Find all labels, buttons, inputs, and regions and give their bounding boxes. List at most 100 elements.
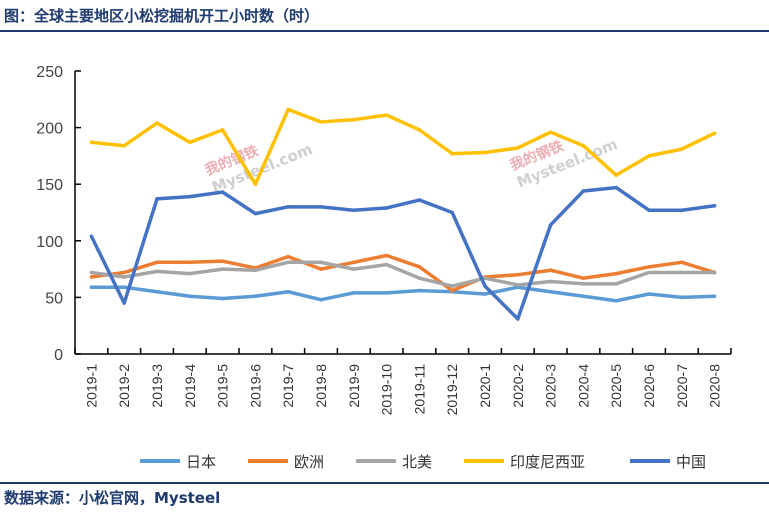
x-tick-label: 2019-8 (313, 364, 329, 408)
data-point (352, 260, 356, 265)
data-point (450, 210, 455, 215)
data-point (188, 194, 192, 199)
data-point (516, 283, 520, 287)
data-point (614, 185, 618, 190)
data-point (352, 267, 356, 271)
y-tick-label: 150 (36, 177, 63, 194)
data-point (483, 284, 487, 288)
data-point (680, 208, 684, 213)
data-point (286, 107, 291, 112)
x-tick-label: 2019-6 (247, 364, 263, 408)
data-point (483, 150, 487, 155)
data-point (89, 285, 94, 290)
data-point (680, 147, 684, 151)
x-tick-label: 2020-6 (641, 364, 657, 408)
x-tick-label: 2019-7 (280, 364, 296, 408)
x-tick-label: 2020-2 (510, 364, 526, 408)
data-point (188, 140, 192, 145)
data-point (581, 282, 586, 286)
data-point (220, 128, 225, 132)
data-point (548, 268, 553, 273)
x-tick-label: 2020-1 (477, 364, 493, 408)
x-tick-label: 2019-12 (444, 364, 460, 416)
x-tick-label: 2020-3 (543, 364, 559, 408)
data-point (319, 267, 323, 271)
series-line-2 (91, 260, 715, 288)
data-point (89, 275, 94, 279)
data-point (319, 297, 323, 302)
data-point (89, 270, 94, 275)
data-point (614, 282, 618, 286)
data-point (548, 223, 553, 227)
x-tick-label: 2019-10 (379, 364, 395, 416)
series-line-1 (91, 253, 716, 293)
data-point (581, 143, 586, 148)
data-point (417, 128, 422, 132)
data-point (548, 130, 553, 134)
data-point (122, 285, 126, 290)
legend-label: 欧洲 (294, 453, 324, 471)
data-point (417, 288, 422, 293)
source-divider (0, 482, 769, 484)
data-point (155, 121, 159, 125)
data-point (450, 284, 455, 288)
data-point (712, 270, 717, 275)
data-point (122, 275, 126, 279)
series-line-3 (91, 107, 716, 186)
legend-label: 印度尼西亚 (510, 453, 585, 471)
x-tick-label: 2019-1 (83, 364, 99, 408)
data-point (319, 120, 323, 124)
data-point (614, 271, 618, 276)
data-point (352, 208, 356, 213)
data-point (614, 173, 618, 177)
data-point (188, 294, 192, 299)
data-point (155, 289, 159, 294)
x-tick-label: 2020-5 (608, 364, 624, 408)
data-point (483, 292, 487, 296)
x-tick-label: 2019-5 (215, 364, 231, 408)
x-tick-label: 2019-4 (182, 364, 198, 408)
data-point (680, 295, 684, 300)
data-point (253, 211, 258, 216)
data-point (417, 198, 422, 202)
data-point (647, 270, 651, 275)
title-divider (0, 30, 769, 32)
data-point (450, 288, 455, 293)
data-point (352, 117, 356, 122)
data-point (220, 296, 225, 301)
data-point (220, 190, 225, 194)
data-point (384, 291, 389, 295)
data-point (286, 205, 291, 209)
y-tick-label: 100 (36, 234, 63, 251)
data-point (286, 254, 291, 259)
data-point (614, 298, 618, 303)
data-point (712, 203, 717, 208)
data-point (155, 269, 159, 274)
data-point (286, 260, 291, 265)
data-point (155, 197, 159, 201)
data-point (188, 271, 192, 276)
x-tick-label: 2020-4 (575, 364, 591, 408)
chart-title: 图：全球主要地区小松挖掘机开工小时数（时） (4, 7, 320, 25)
data-point (188, 260, 192, 265)
data-point (647, 208, 651, 213)
data-point (680, 270, 684, 275)
x-tick-label: 2019-3 (149, 364, 165, 408)
data-point (352, 291, 356, 295)
data-point (712, 131, 717, 136)
x-tick-label: 2019-2 (116, 364, 132, 408)
data-point (122, 301, 126, 305)
data-point (647, 154, 651, 158)
data-point (89, 140, 94, 145)
x-tick-label: 2020-7 (674, 364, 690, 408)
data-point (122, 270, 126, 275)
data-point (450, 151, 455, 156)
source-note: 数据来源：小松官网，Mysteel (4, 489, 221, 507)
data-point (220, 259, 225, 263)
data-point (581, 294, 586, 299)
data-point (384, 206, 389, 210)
data-point (122, 143, 126, 148)
data-point (483, 276, 487, 280)
data-point (319, 260, 323, 265)
legend-label: 北美 (402, 453, 432, 471)
